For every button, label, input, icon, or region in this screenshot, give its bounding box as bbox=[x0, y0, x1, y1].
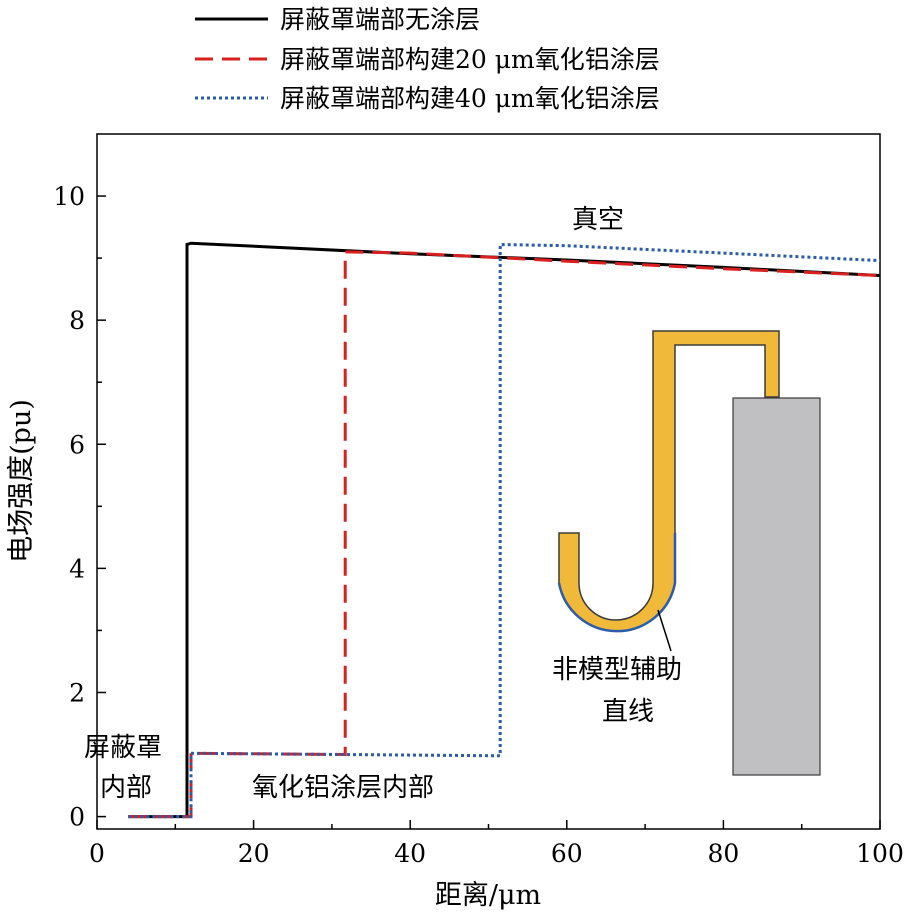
axis-ticks bbox=[96, 195, 881, 829]
annotation-shield-inner-2: 内部 bbox=[100, 773, 152, 803]
annotation-aux-line-1: 非模型辅助 bbox=[552, 655, 682, 685]
aux-line-pointer bbox=[657, 609, 672, 652]
legend-label-40um-coating: 屏蔽罩端部构建40 μm氧化铝涂层 bbox=[280, 84, 660, 113]
x-tick-label: 20 bbox=[238, 839, 270, 868]
x-axis-title: 距离/μm bbox=[435, 880, 541, 911]
y-axis-title: 电场强度(pu) bbox=[6, 399, 37, 563]
y-tick-label: 0 bbox=[69, 803, 85, 832]
y-tick-label: 2 bbox=[69, 678, 85, 707]
y-tick-label: 10 bbox=[53, 182, 85, 211]
electrode-block bbox=[732, 397, 821, 776]
annotation-vacuum: 真空 bbox=[572, 205, 624, 235]
legend-label-20um-coating: 屏蔽罩端部构建20 μm氧化铝涂层 bbox=[280, 45, 660, 74]
legend: 屏蔽罩端部无涂层 屏蔽罩端部构建20 μm氧化铝涂层 屏蔽罩端部构建40 μm氧… bbox=[195, 5, 660, 113]
y-tick-label: 6 bbox=[69, 430, 85, 459]
x-tick-label: 40 bbox=[394, 839, 426, 868]
coating-edge bbox=[557, 533, 677, 633]
x-tick-label: 0 bbox=[89, 839, 105, 868]
annotation-coating-inner: 氧化铝涂层内部 bbox=[252, 773, 434, 803]
annotation-aux-line-2: 直线 bbox=[602, 697, 654, 727]
legend-label-no-coating: 屏蔽罩端部无涂层 bbox=[280, 5, 480, 34]
x-tick-label: 100 bbox=[856, 839, 904, 868]
series-layer bbox=[128, 241, 881, 819]
schematic-inset bbox=[557, 330, 821, 776]
x-tick-label: 80 bbox=[707, 839, 739, 868]
y-tick-label: 8 bbox=[69, 306, 85, 335]
y-tick-label: 4 bbox=[69, 554, 85, 583]
annotation-shield-inner-1: 屏蔽罩 bbox=[84, 733, 162, 763]
series-line-3 bbox=[128, 242, 881, 819]
series-line-2 bbox=[128, 250, 881, 819]
axis-tick-labels: 0 20 40 60 80 100 0 2 4 6 8 10 bbox=[53, 182, 904, 868]
x-tick-label: 60 bbox=[551, 839, 583, 868]
